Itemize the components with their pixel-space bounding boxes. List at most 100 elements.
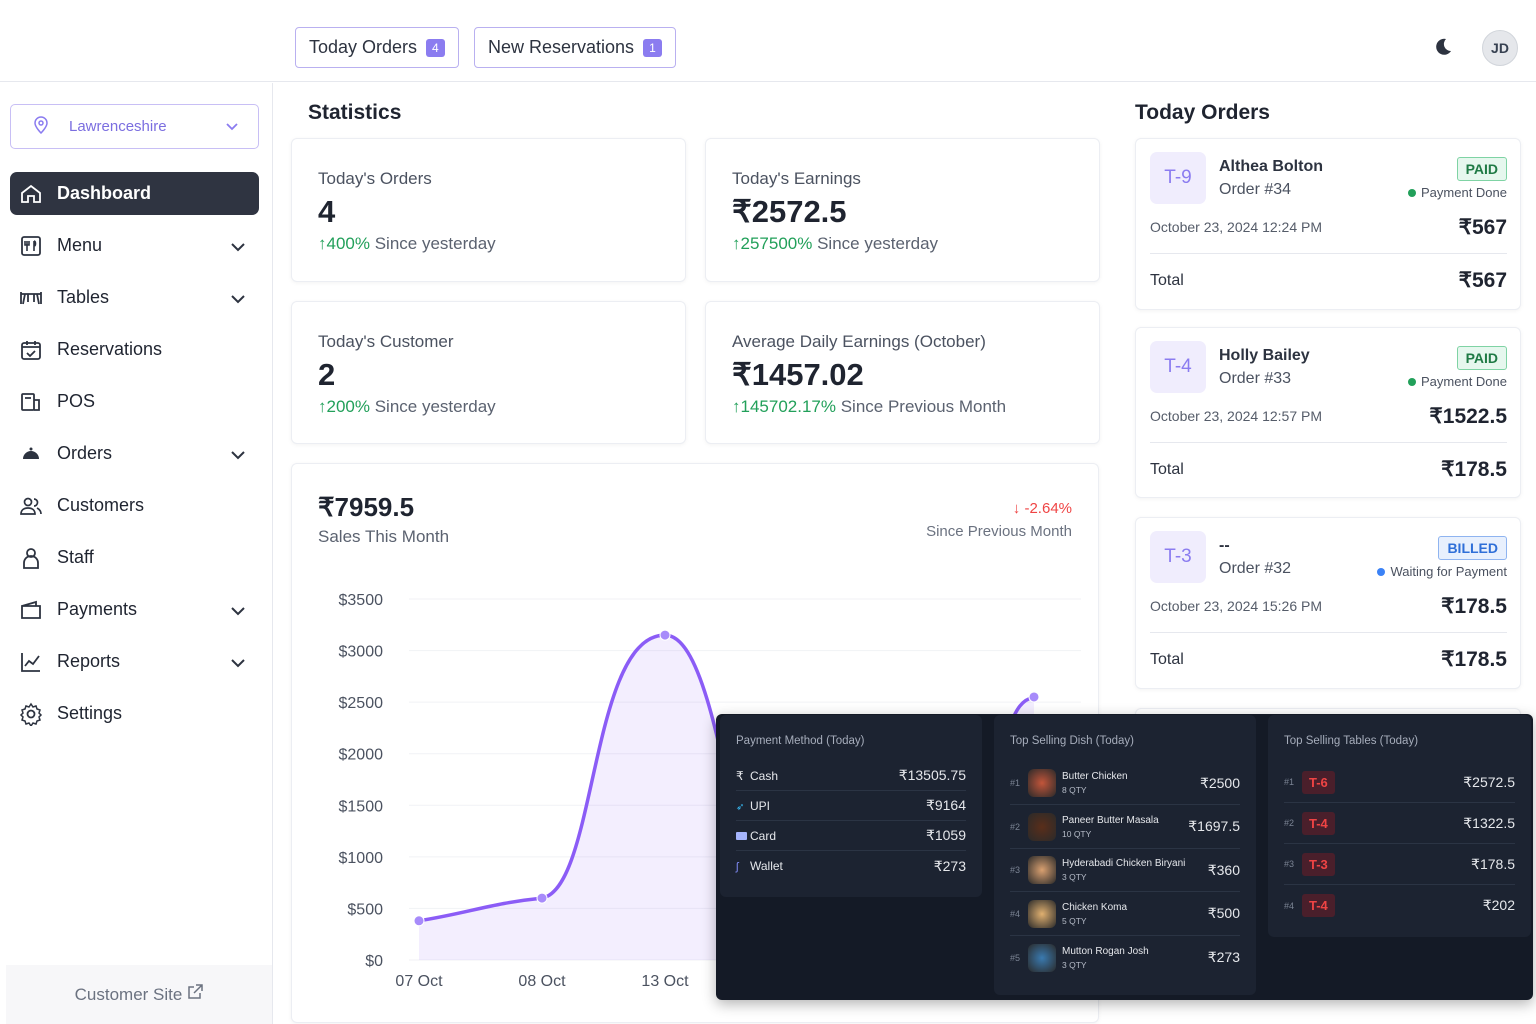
top-tables-panel: Top Selling Tables (Today) #1 T-6 ₹2572.5 #… (1268, 715, 1531, 937)
today-orders-button[interactable]: Today Orders 4 (295, 27, 459, 68)
stat-since: Since yesterday (374, 234, 496, 253)
status-badge: BILLED (1438, 536, 1507, 560)
location-pin-icon (33, 115, 49, 138)
stat-card: Today's Earnings ₹2572.5 ↑257500% Since ye… (705, 138, 1100, 282)
table-tag: T-3 (1150, 531, 1206, 583)
chevron-down-icon (226, 118, 238, 135)
external-link-icon (187, 984, 204, 1005)
chart-line-icon (18, 649, 44, 675)
new-reservations-label: New Reservations (488, 37, 635, 57)
order-card[interactable]: T-3 -- Order #32 BILLED Waiting for Payment O… (1135, 517, 1521, 689)
sidebar-item-dashboard[interactable]: Dashboard (10, 172, 259, 215)
sidebar-item-orders[interactable]: Orders (10, 432, 259, 475)
stat-card: Today's Customer 2 ↑200% Since yesterday (291, 301, 686, 444)
order-total: ₹178.5 (1441, 458, 1507, 481)
customer-name: -- (1219, 537, 1230, 554)
sidebar-item-tables[interactable]: Tables (10, 276, 259, 319)
sidebar-item-label: Tables (57, 287, 110, 307)
payment-row: Card ₹1059 (736, 821, 966, 851)
sidebar-item-pos[interactable]: POS (10, 380, 259, 423)
y-tick-label: $2500 (339, 695, 384, 712)
location-select[interactable]: Lawrenceshire (10, 104, 259, 149)
avatar[interactable]: JD (1482, 30, 1518, 66)
payment-amount: ₹1059 (925, 827, 966, 843)
table-amount: ₹1322.5 (1463, 814, 1515, 831)
order-datetime: October 23, 2024 12:24 PM (1150, 219, 1322, 235)
stat-change: ↑145702.17% Since Previous Month (732, 397, 1006, 417)
sidebar-item-customers[interactable]: Customers (10, 484, 259, 527)
top-bar (0, 0, 1536, 82)
stat-label: Today's Customer (318, 332, 454, 351)
new-reservations-button[interactable]: New Reservations 1 (474, 27, 676, 68)
dish-image (1028, 812, 1056, 841)
table-tag: T-6 (1302, 770, 1335, 794)
payment-method-label: UPI (750, 798, 771, 813)
location-label: Lawrenceshire (69, 118, 167, 135)
sales-change-value: -2.64% (1024, 500, 1072, 517)
sidebar-item-label: Staff (57, 547, 94, 567)
top-dish-title: Top Selling Dish (Today) (1010, 735, 1135, 747)
payment-status: Payment Done (1408, 185, 1507, 200)
y-tick-label: $2000 (339, 747, 384, 764)
sales-value: ₹7959.5 (318, 492, 415, 522)
payment-amount: ₹273 (933, 857, 966, 874)
customer-site-label: Customer Site (74, 984, 183, 1004)
dish-rank: #1 (1010, 778, 1021, 788)
dish-row: #5 Mutton Rogan Josh 3 QTY ₹273 (1010, 936, 1240, 979)
sidebar-item-settings[interactable]: Settings (10, 692, 259, 735)
arrow-up-icon: ↑ (732, 397, 741, 416)
table-rank: #4 (1284, 900, 1295, 911)
wallet-icon: ʃ (736, 861, 739, 873)
divider (1150, 253, 1507, 254)
dish-image (1028, 943, 1056, 972)
cloche-icon (18, 441, 44, 467)
customer-site-link[interactable]: Customer Site (6, 965, 272, 1024)
sidebar-item-payments[interactable]: Payments (10, 588, 259, 631)
payment-method-label: Wallet (750, 859, 783, 873)
table-amount: ₹2572.5 (1463, 773, 1515, 790)
table-icon (18, 285, 44, 311)
dish-amount: ₹500 (1207, 905, 1240, 921)
sidebar-item-label: Menu (57, 235, 103, 255)
today-orders-title: Today Orders (1135, 101, 1270, 124)
upi-icon: ➶ (736, 801, 745, 813)
x-tick-label: 08 Oct (518, 973, 566, 990)
dish-row: #3 Hyderabadi Chicken Biryani 3 QTY ₹360 (1010, 849, 1240, 892)
order-card[interactable]: T-9 Althea Bolton Order #34 PAID Payment Don… (1135, 138, 1521, 310)
arrow-up-icon: ↑ (732, 234, 741, 253)
chevron-down-icon (231, 288, 245, 309)
sales-since: Since Previous Month (926, 523, 1072, 540)
stat-label: Today's Earnings (732, 169, 861, 188)
stat-change: ↑257500% Since yesterday (732, 234, 938, 254)
sidebar-item-label: Reports (57, 651, 121, 671)
moon-icon[interactable] (1433, 37, 1453, 62)
stat-change-value: 400% (326, 234, 370, 253)
dish-row: #1 Butter Chicken 8 QTY ₹2500 (1010, 762, 1240, 805)
arrow-up-icon: ↑ (318, 397, 327, 416)
stat-since: Since yesterday (374, 397, 496, 416)
sidebar-item-label: Dashboard (57, 183, 152, 203)
payment-method-panel: Payment Method (Today) ₹ Cash ₹13505.75 ➶ UP… (720, 715, 982, 897)
dish-rank: #5 (1010, 952, 1021, 963)
sidebar-item-reservations[interactable]: Reservations (10, 328, 259, 371)
payment-method-label: Card (750, 828, 777, 843)
table-tag: T-4 (1302, 811, 1335, 835)
payment-status-label: Waiting for Payment (1390, 564, 1507, 579)
chevron-down-icon (231, 444, 245, 465)
dish-qty: 10 QTY (1062, 828, 1092, 839)
sidebar-item-label: Reservations (57, 339, 163, 359)
total-label: Total (1150, 461, 1184, 478)
order-amount: ₹178.5 (1441, 595, 1507, 618)
total-label: Total (1150, 272, 1184, 289)
sidebar-item-label: Payments (57, 599, 138, 619)
status-dot-icon (1377, 567, 1386, 576)
sidebar-item-staff[interactable]: Staff (10, 536, 259, 579)
order-card[interactable]: T-4 Holly Bailey Order #33 PAID Payment Done… (1135, 327, 1521, 498)
y-tick-label: $1000 (339, 850, 384, 867)
dish-image (1028, 899, 1056, 928)
data-point (536, 892, 548, 904)
sidebar-item-menu[interactable]: Menu (10, 224, 259, 267)
sidebar-item-reports[interactable]: Reports (10, 640, 259, 683)
dish-row: #2 Paneer Butter Masala 10 QTY ₹1697.5 (1010, 806, 1240, 849)
gear-icon (18, 701, 44, 727)
